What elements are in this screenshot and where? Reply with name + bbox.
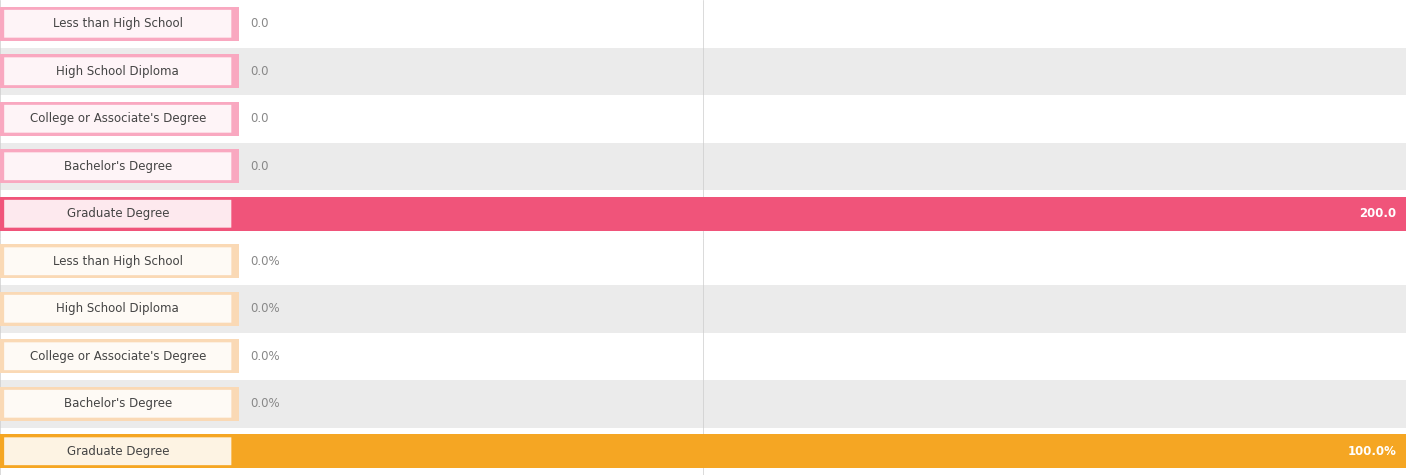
Text: Graduate Degree: Graduate Degree: [66, 207, 169, 220]
Bar: [0, 102, 239, 136]
Bar: [0, 238, 1406, 285]
Text: 0.0: 0.0: [250, 112, 269, 125]
Bar: [0, 339, 239, 373]
Bar: [0, 387, 239, 421]
Text: Less than High School: Less than High School: [53, 255, 183, 268]
Bar: [0, 142, 1406, 190]
Bar: [0, 54, 239, 88]
Bar: [0, 0, 1406, 48]
Bar: [0, 285, 1406, 332]
Bar: [0, 7, 239, 41]
Bar: [0, 434, 1406, 468]
FancyBboxPatch shape: [4, 200, 232, 228]
FancyBboxPatch shape: [4, 10, 232, 38]
Text: 0.0%: 0.0%: [250, 397, 280, 410]
Text: High School Diploma: High School Diploma: [56, 65, 179, 78]
Text: 0.0%: 0.0%: [250, 302, 280, 315]
Text: High School Diploma: High School Diploma: [56, 302, 179, 315]
Bar: [0, 292, 239, 326]
Bar: [0, 428, 1406, 475]
Bar: [0, 149, 239, 183]
Text: Bachelor's Degree: Bachelor's Degree: [63, 397, 172, 410]
Text: Bachelor's Degree: Bachelor's Degree: [63, 160, 172, 173]
Text: 0.0: 0.0: [250, 65, 269, 78]
Text: Graduate Degree: Graduate Degree: [66, 445, 169, 458]
Text: 0.0%: 0.0%: [250, 350, 280, 363]
Text: College or Associate's Degree: College or Associate's Degree: [30, 112, 205, 125]
Text: 0.0: 0.0: [250, 160, 269, 173]
FancyBboxPatch shape: [4, 57, 232, 85]
Bar: [0, 244, 239, 278]
Text: College or Associate's Degree: College or Associate's Degree: [30, 350, 205, 363]
Bar: [0, 197, 1406, 231]
Text: 200.0: 200.0: [1360, 207, 1396, 220]
Bar: [0, 48, 1406, 95]
Bar: [0, 332, 1406, 380]
FancyBboxPatch shape: [4, 437, 232, 465]
FancyBboxPatch shape: [4, 105, 232, 133]
Text: Less than High School: Less than High School: [53, 17, 183, 30]
Bar: [0, 190, 1406, 238]
FancyBboxPatch shape: [4, 247, 232, 275]
Bar: [0, 380, 1406, 428]
Text: 100.0%: 100.0%: [1347, 445, 1396, 458]
Bar: [0, 95, 1406, 142]
FancyBboxPatch shape: [4, 152, 232, 180]
Text: 0.0%: 0.0%: [250, 255, 280, 268]
FancyBboxPatch shape: [4, 295, 232, 323]
FancyBboxPatch shape: [4, 342, 232, 370]
Text: 0.0: 0.0: [250, 17, 269, 30]
FancyBboxPatch shape: [4, 390, 232, 418]
